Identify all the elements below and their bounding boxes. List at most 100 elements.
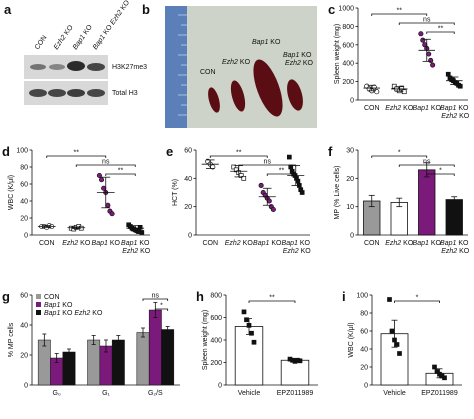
panel-label: e — [166, 144, 173, 159]
y-tick-label: 40 — [20, 199, 28, 206]
y-tick-label: 60 — [360, 329, 368, 336]
spleen-label: Bap1 KO Ezh2 KO — [283, 52, 314, 67]
panel-label: h — [196, 289, 204, 304]
x-tick-label: Bap1 KO — [413, 105, 442, 112]
significance-label: * — [398, 150, 401, 157]
significance-label: ** — [438, 26, 444, 33]
x-tick-label: Bap1 KO Ezh2 KO — [439, 240, 470, 255]
y-axis-label: Spleen weight (mg) — [334, 24, 341, 84]
bar — [148, 309, 162, 386]
point — [401, 89, 407, 95]
x-tick-label: Bap1 KO — [413, 240, 442, 247]
point — [249, 330, 254, 336]
significance-label: ns — [423, 159, 431, 166]
y-tick-label: 80 — [360, 311, 368, 318]
panel-label: b — [142, 2, 150, 17]
significance-bracket — [398, 164, 455, 167]
y-tick-label: 10 — [346, 204, 354, 211]
y-axis-label: WBC (K/μl) — [8, 175, 15, 210]
y-axis-label: WBC (K/μl) — [348, 322, 355, 357]
significance-bracket — [105, 173, 136, 176]
significance-label: ** — [397, 8, 403, 15]
point — [251, 339, 257, 345]
x-tick-label: G₂/S — [148, 390, 163, 397]
y-tick-label: 800 — [210, 293, 222, 300]
panel-label: c — [328, 2, 335, 17]
point — [374, 89, 380, 95]
y-tick-label: 1000 — [338, 6, 354, 13]
y-tick-label: 60 — [20, 293, 28, 300]
significance-bracket — [142, 298, 169, 301]
point — [394, 342, 400, 347]
ruler — [165, 6, 187, 128]
y-tick-label: 0 — [364, 383, 368, 390]
significance-label: ns — [264, 159, 272, 166]
point — [426, 51, 432, 57]
significance-bracket — [75, 164, 136, 167]
y-axis-label: % MP cells — [8, 322, 15, 357]
panel-label: g — [2, 289, 10, 304]
lane-label: CON — [34, 34, 49, 51]
x-tick-label: Bap1 KO Ezh2 KO — [439, 105, 470, 120]
point — [241, 309, 247, 315]
point — [258, 182, 264, 188]
point — [391, 83, 397, 89]
point — [231, 164, 237, 170]
y-tick-label: 20 — [360, 365, 368, 372]
bar — [445, 199, 463, 236]
y-axis-label: Spleen weight (mg) — [202, 310, 209, 370]
point — [246, 323, 252, 328]
point — [420, 37, 426, 43]
point — [233, 167, 239, 173]
y-tick-label: 0 — [24, 233, 28, 240]
significance-bracket — [154, 308, 169, 311]
y-tick-label: 600 — [342, 42, 354, 49]
y-tick-label: 60 — [20, 182, 28, 189]
x-tick-label: Ezh2 KO — [225, 240, 254, 247]
point — [238, 173, 244, 178]
point — [434, 369, 440, 374]
significance-bracket — [248, 300, 296, 303]
y-tick-label: 40 — [20, 323, 28, 330]
y-tick-label: 0 — [188, 233, 192, 240]
x-tick-label: Bap1 KO — [253, 240, 282, 247]
significance-bracket — [426, 31, 455, 34]
significance-label: * — [416, 295, 419, 302]
point — [101, 185, 107, 191]
significance-bracket — [46, 155, 107, 158]
bar — [87, 339, 101, 386]
bar — [280, 359, 310, 386]
panel-label: i — [342, 289, 346, 304]
panel-label: a — [4, 2, 12, 17]
y-axis-label: HCT (%) — [172, 179, 179, 206]
y-tick-label: 0 — [24, 383, 28, 390]
significance-label: ns — [102, 159, 110, 166]
y-tick-label: 20 — [20, 353, 28, 360]
bar — [234, 326, 264, 386]
point — [137, 225, 143, 230]
band-label: Total H3 — [112, 90, 138, 97]
y-axis-label: MP (% Live cells) — [334, 166, 341, 220]
x-tick-label: Bap1 KO Ezh2 KO — [281, 240, 312, 255]
panel-label: f — [328, 144, 333, 159]
significance-bracket — [238, 164, 297, 167]
point — [397, 351, 402, 356]
significance-label: ns — [152, 293, 160, 300]
significance-bracket — [266, 173, 297, 176]
significance-label: * — [160, 303, 163, 310]
bar — [418, 169, 436, 236]
point — [428, 57, 434, 63]
spleen-label: Bap1 KO — [252, 39, 281, 46]
y-tick-label: 400 — [210, 338, 222, 345]
point — [295, 178, 301, 184]
x-tick-label: EPZ011989 — [277, 390, 314, 397]
x-tick-label: CON — [39, 240, 55, 247]
significance-label: ** — [236, 150, 242, 157]
bar — [37, 339, 51, 386]
x-tick-label: Ezh2 KO — [385, 240, 414, 247]
x-tick-label: Vehicle — [383, 390, 406, 397]
y-tick-label: 400 — [342, 61, 354, 68]
legend-swatch — [36, 294, 41, 299]
point — [244, 317, 249, 323]
point — [418, 31, 424, 37]
